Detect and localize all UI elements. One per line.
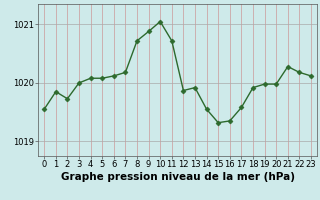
X-axis label: Graphe pression niveau de la mer (hPa): Graphe pression niveau de la mer (hPa) xyxy=(60,172,295,182)
